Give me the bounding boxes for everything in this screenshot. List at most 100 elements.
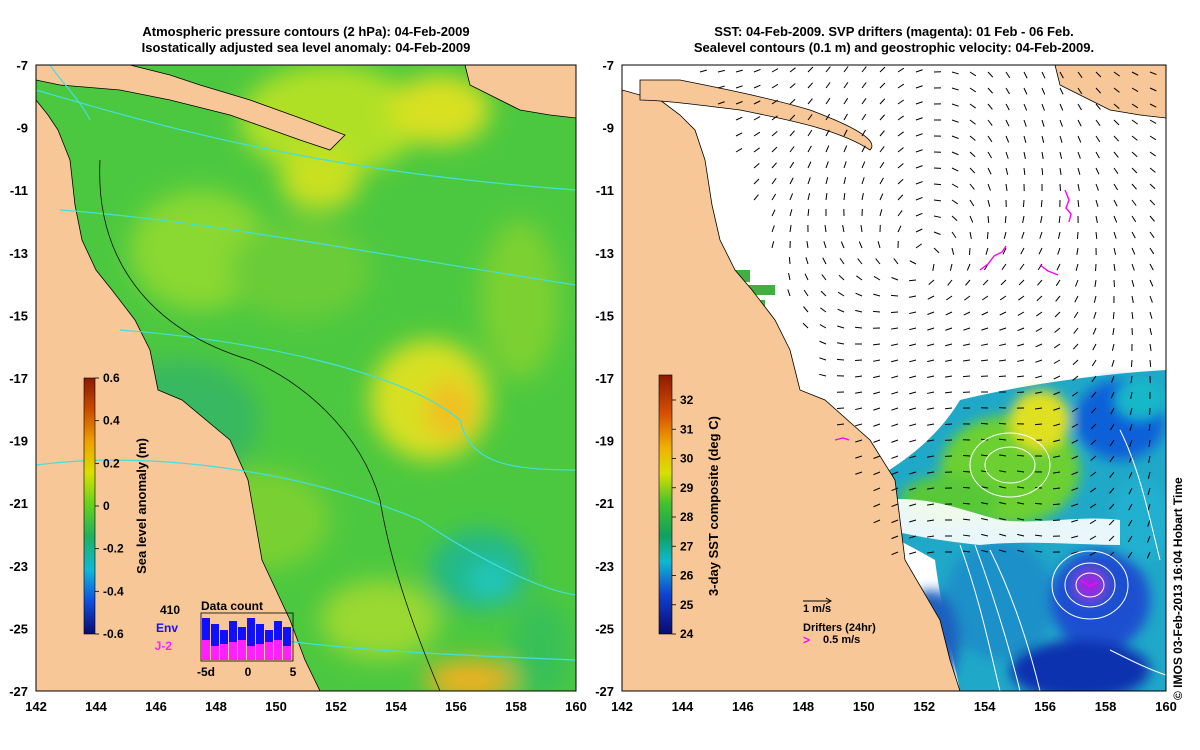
lat-tick-label: -23 — [9, 559, 28, 574]
velocity-vector — [1052, 487, 1061, 490]
lon-tick-label: 152 — [913, 699, 935, 714]
colorbar-tick-label: -0.2 — [103, 542, 124, 556]
velocity-vector — [909, 327, 917, 331]
velocity-vector — [1113, 199, 1118, 207]
velocity-vector — [897, 131, 904, 137]
velocity-vector — [932, 263, 935, 271]
velocity-vector — [1090, 439, 1097, 446]
velocity-vector — [789, 225, 792, 233]
velocity-vector — [1149, 119, 1157, 124]
velocity-vector — [1054, 327, 1061, 333]
velocity-vector — [822, 257, 827, 265]
velocity-vector — [893, 258, 899, 265]
velocity-vector — [969, 103, 976, 109]
velocity-vector — [951, 247, 955, 255]
velocity-vector — [1149, 263, 1154, 271]
velocity-vector — [1052, 503, 1061, 506]
velocity-vector — [771, 241, 775, 249]
velocity-vector — [873, 359, 881, 362]
velocity-vector — [915, 212, 923, 217]
velocity-vector — [856, 275, 863, 281]
velocity-vector — [909, 260, 917, 265]
velocity-vector — [1147, 503, 1151, 511]
velocity-vector — [753, 100, 761, 105]
velocity-vector — [861, 113, 867, 121]
velocity-vector — [1059, 151, 1063, 159]
velocity-vector — [927, 455, 935, 458]
velocity-vector — [999, 517, 1007, 521]
velocity-vector — [1109, 471, 1115, 478]
velocity-vector — [969, 183, 975, 190]
velocity-vector — [998, 422, 1007, 425]
velocity-vector — [807, 145, 812, 153]
velocity-vector — [1131, 167, 1138, 174]
velocity-vector — [891, 423, 899, 427]
velocity-vector — [1053, 391, 1061, 396]
velocity-vector — [891, 519, 899, 524]
velocity-vector — [837, 325, 845, 329]
velocity-vector — [933, 247, 940, 254]
velocity-vector — [1092, 327, 1097, 335]
velocity-vector — [963, 311, 971, 316]
velocity-vector — [963, 359, 971, 362]
velocity-vector — [945, 311, 953, 316]
velocity-vector — [837, 342, 845, 345]
velocity-vector — [962, 486, 971, 489]
velocity-vector — [1074, 279, 1079, 287]
velocity-vector — [1149, 215, 1155, 222]
lon-tick-label: 154 — [385, 699, 407, 714]
left-map — [36, 65, 576, 691]
velocity-vector — [771, 178, 777, 185]
velocity-vector — [807, 193, 811, 201]
velocity-vector — [987, 215, 990, 224]
velocity-vector — [1089, 519, 1097, 525]
velocity-vector — [753, 194, 759, 201]
velocity-vector — [1095, 167, 1100, 175]
right-frame — [621, 64, 1167, 692]
velocity-vector — [1113, 103, 1120, 110]
lat-tick-label: -13 — [9, 246, 28, 261]
velocity-vector — [909, 519, 917, 523]
lat-tick-label: -15 — [9, 308, 28, 323]
velocity-vector — [999, 549, 1007, 553]
velocity-vector — [879, 177, 884, 185]
geostrophic-vectors — [699, 66, 1157, 559]
velocity-vector — [927, 503, 935, 506]
velocity-vector — [789, 114, 796, 121]
velocity-vector — [1002, 247, 1007, 255]
velocity-vector — [1016, 454, 1025, 457]
velocity-vector — [879, 114, 886, 121]
sla-colorbar-scale — [83, 377, 96, 635]
velocity-vector — [962, 470, 971, 473]
velocity-vector — [1095, 231, 1098, 240]
velocity-vector — [855, 455, 863, 459]
velocity-vector — [933, 183, 942, 186]
velocity-vector — [951, 151, 959, 156]
velocity-vector — [1034, 518, 1043, 521]
velocity-vector — [1005, 135, 1010, 143]
lat-tick-label: -27 — [9, 684, 28, 699]
inset-bar-j2 — [274, 640, 282, 660]
velocity-vector — [1147, 487, 1151, 495]
velocity-vector — [1131, 103, 1139, 109]
velocity-vector — [877, 241, 881, 249]
velocity-vector — [1004, 215, 1007, 224]
velocity-vector — [927, 519, 935, 522]
velocity-vector — [771, 225, 775, 233]
velocity-vector — [927, 391, 935, 394]
velocity-vector — [861, 82, 867, 89]
velocity-vector — [836, 423, 845, 426]
velocity-vector — [873, 293, 881, 297]
velocity-vector — [1129, 423, 1133, 431]
velocity-vector — [1131, 199, 1137, 206]
velocity-vector — [1035, 359, 1043, 363]
velocity-vector — [1113, 247, 1117, 255]
velocity-vector — [915, 149, 923, 153]
velocity-vector — [753, 116, 761, 121]
velocity-vector — [843, 81, 849, 89]
velocity-vector — [891, 277, 899, 281]
lon-tick-label: 150 — [265, 699, 287, 714]
lon-tick-label: 158 — [1095, 699, 1117, 714]
velocity-vector — [1071, 535, 1079, 539]
velocity-vector — [1022, 215, 1025, 223]
